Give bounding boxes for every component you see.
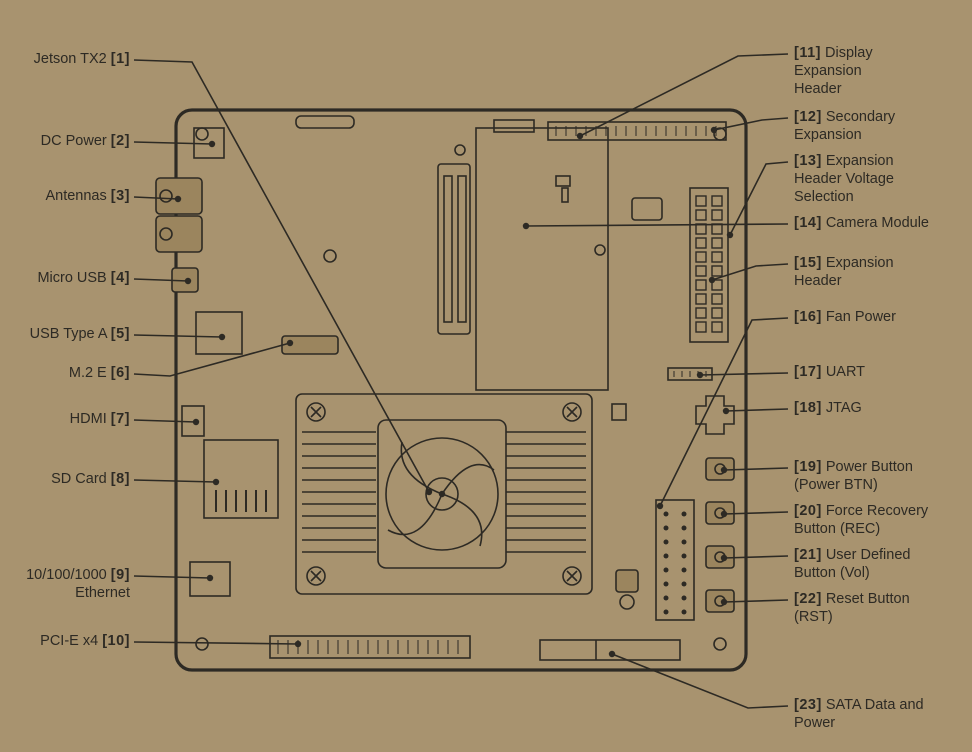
callout-label: 10/100/1000 [9] Ethernet [0, 566, 130, 602]
callout-label: [23] SATA Data and Power [794, 696, 964, 732]
callout-label: [15] Expansion Header [794, 254, 964, 290]
mounting-holes [196, 128, 726, 650]
callout-label: [16] Fan Power [794, 308, 964, 326]
label-text: Camera Module [826, 215, 929, 231]
callout-label: SD Card [8] [0, 470, 130, 488]
label-number: [16] [794, 309, 822, 325]
board-outline [176, 110, 746, 670]
components [156, 116, 734, 660]
label-text: Force Recovery [826, 503, 928, 519]
label-text: Expansion [794, 63, 862, 79]
label-text: Secondary [826, 109, 895, 125]
callout-label: [12] Secondary Expansion [794, 108, 964, 144]
label-text: Expansion [794, 127, 862, 143]
label-number: [10] [102, 633, 130, 649]
label-number: [20] [794, 503, 822, 519]
label-text: Display [825, 45, 873, 61]
label-text: SATA Data and [826, 697, 924, 713]
callout-label: M.2 E [6] [0, 364, 130, 382]
callout-label: [17] UART [794, 363, 964, 381]
label-number: [1] [111, 51, 130, 67]
label-text: Expansion [826, 153, 894, 169]
label-number: [5] [111, 326, 130, 342]
label-text: Header [794, 81, 842, 97]
label-number: [2] [111, 133, 130, 149]
label-number: [21] [794, 547, 822, 563]
label-text: (Power BTN) [794, 477, 878, 493]
label-text: Expansion [826, 255, 894, 271]
label-text: Fan Power [826, 309, 896, 325]
label-text: User Defined [826, 547, 911, 563]
label-number: [11] [794, 45, 821, 61]
label-text: Power Button [826, 459, 913, 475]
label-text: Selection [794, 189, 854, 205]
label-text: Antennas [45, 188, 106, 204]
label-text: Ethernet [75, 585, 130, 601]
callout-label: DC Power [2] [0, 132, 130, 150]
label-text: M.2 E [69, 365, 107, 381]
callout-label: Micro USB [4] [0, 269, 130, 287]
label-number: [12] [794, 109, 822, 125]
callout-label: PCI-E x4 [10] [0, 632, 130, 650]
callout-label: USB Type A [5] [0, 325, 130, 343]
callout-label: [19] Power Button (Power BTN) [794, 458, 964, 494]
label-text: Header [794, 273, 842, 289]
callout-label: [18] JTAG [794, 399, 964, 417]
callout-label: [20] Force Recovery Button (REC) [794, 502, 964, 538]
label-text: (RST) [794, 609, 833, 625]
callout-label: Antennas [3] [0, 187, 130, 205]
label-text: Button (Vol) [794, 565, 870, 581]
label-number: [13] [794, 153, 822, 169]
callout-label: [11] Display Expansion Header [794, 44, 964, 98]
label-number: [15] [794, 255, 822, 271]
label-text: PCI-E x4 [40, 633, 98, 649]
label-number: [8] [111, 471, 130, 487]
label-number: [14] [794, 215, 822, 231]
callout-label: Jetson TX2 [1] [0, 50, 130, 68]
label-number: [23] [794, 697, 822, 713]
label-text: DC Power [41, 133, 107, 149]
leader-lines [134, 54, 788, 708]
label-text: HDMI [70, 411, 107, 427]
label-number: [9] [111, 567, 130, 583]
callout-label: [22] Reset Button (RST) [794, 590, 964, 626]
label-text: Button (REC) [794, 521, 880, 537]
label-number: [3] [111, 188, 130, 204]
callout-label: [14] Camera Module [794, 214, 964, 232]
label-text: USB Type A [30, 326, 107, 342]
label-text: SD Card [51, 471, 107, 487]
label-text: 10/100/1000 [26, 567, 107, 583]
label-text: Power [794, 715, 835, 731]
label-number: [22] [794, 591, 822, 607]
callout-label: HDMI [7] [0, 410, 130, 428]
label-number: [6] [111, 365, 130, 381]
callout-label: [13] Expansion Header Voltage Selection [794, 152, 964, 206]
label-text: Micro USB [37, 270, 106, 286]
label-number: [7] [111, 411, 130, 427]
label-number: [18] [794, 400, 822, 416]
callout-label: [21] User Defined Button (Vol) [794, 546, 964, 582]
label-text: JTAG [826, 400, 862, 416]
label-text: Header Voltage [794, 171, 894, 187]
label-number: [4] [111, 270, 130, 286]
label-text: UART [826, 364, 865, 380]
label-number: [17] [794, 364, 822, 380]
label-number: [19] [794, 459, 822, 475]
label-text: Reset Button [826, 591, 910, 607]
label-text: Jetson TX2 [34, 51, 107, 67]
